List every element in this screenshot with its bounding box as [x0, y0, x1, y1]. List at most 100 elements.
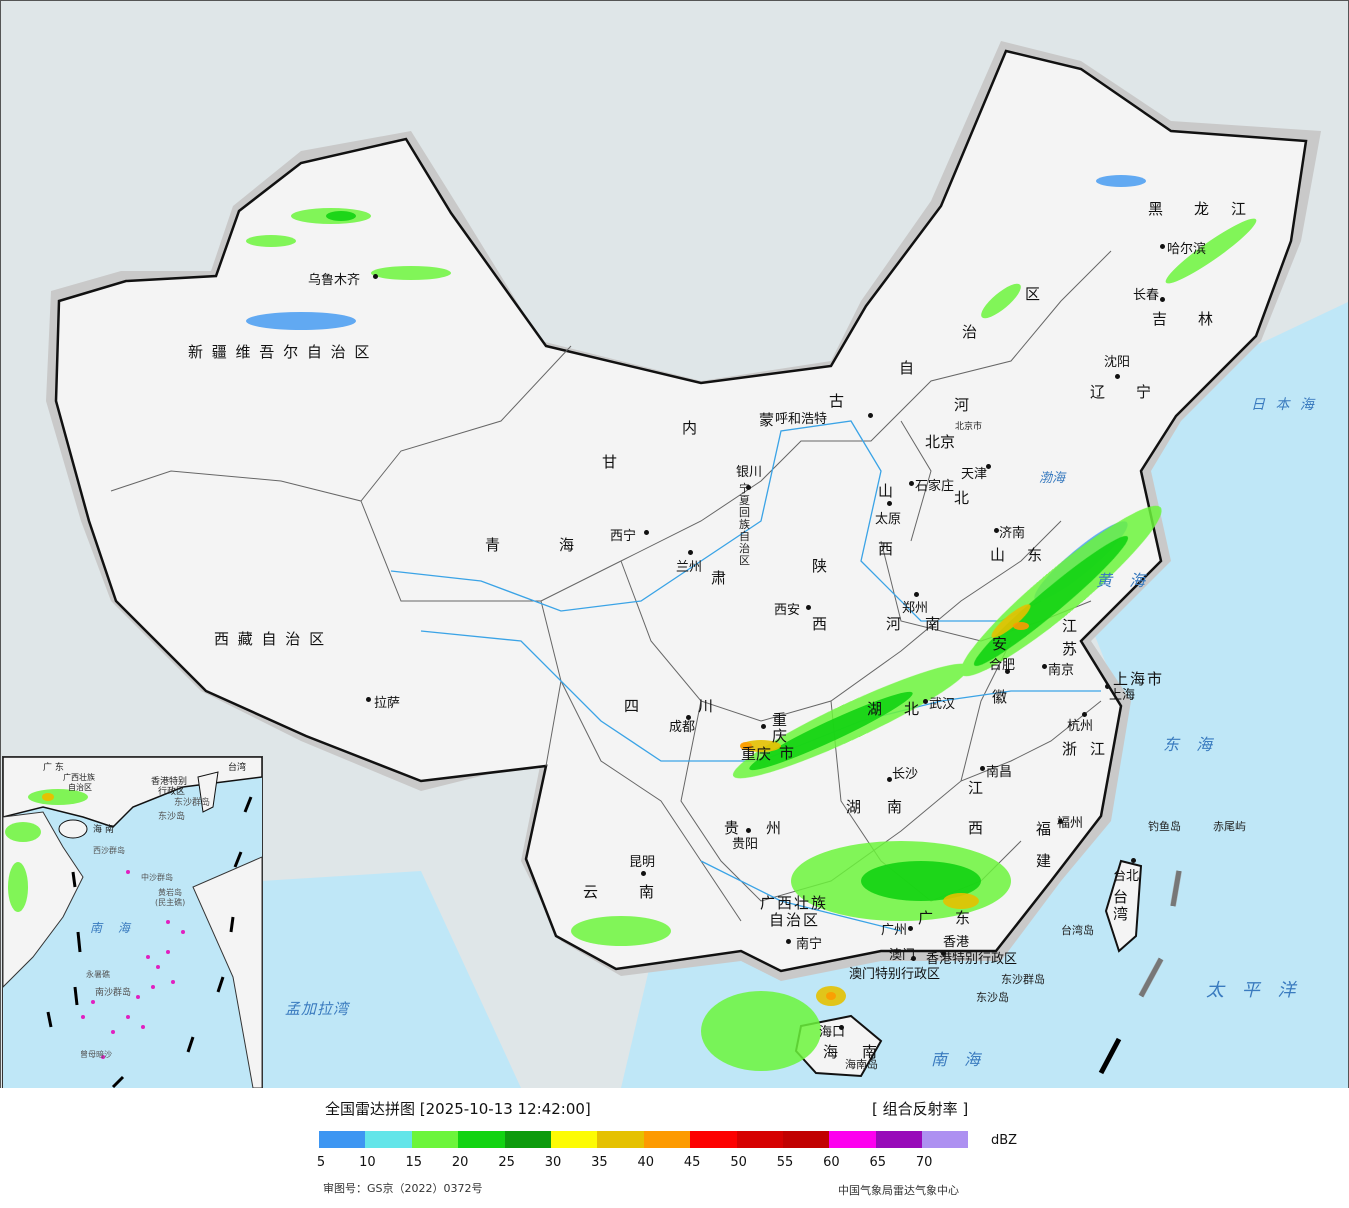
city-marker [746, 485, 751, 490]
province-label: 宁 [1136, 383, 1154, 401]
province-label: 治 [962, 323, 980, 341]
city-marker [366, 697, 371, 702]
province-label: 四 [624, 697, 642, 715]
city-marker [909, 481, 914, 486]
radar-map[interactable]: 新 疆 维 吾 尔 自 治 区 西 藏 自 治 区 青 海 甘 肃 四 川 云 … [0, 0, 1349, 1089]
province-label: 蒙 [759, 411, 777, 429]
province-label: 甘 [602, 453, 620, 471]
city-label: 西安 [774, 603, 801, 618]
province-label: 川 [698, 697, 716, 715]
sea-label: 太 平 洋 [1206, 980, 1302, 1001]
province-label: 江 [968, 779, 986, 797]
city-marker [914, 592, 919, 597]
scale-tick-label: 20 [451, 1155, 469, 1170]
inset-label: 西沙群岛 [93, 846, 125, 855]
city-marker [1042, 664, 1047, 669]
province-label: 肃 [711, 569, 729, 587]
city-label: 银川 [736, 465, 763, 480]
province-label: 北 [904, 700, 922, 718]
product-label: [ 组合反射率 ] [872, 1100, 969, 1118]
city-marker [761, 724, 766, 729]
province-label: 安 [992, 635, 1010, 653]
city-marker [923, 699, 928, 704]
city-marker [887, 777, 892, 782]
city-marker [373, 274, 378, 279]
city-label: 呼和浩特 [775, 412, 828, 427]
island-label: 东沙群岛 [1001, 973, 1045, 986]
city-label: 武汉 [929, 697, 956, 712]
province-label: 浙 [1062, 740, 1080, 758]
color-scale-ticks: 5 10 15 20 25 30 35 40 45 50 55 60 65 70 [317, 1155, 1019, 1173]
color-scale-bar [319, 1131, 969, 1148]
city-label: 重庆 [741, 745, 772, 763]
city-marker [644, 530, 649, 535]
map-approval-number: 审图号：GS京（2022）0372号 [323, 1182, 483, 1195]
inset-label: 南沙群岛 [95, 988, 132, 998]
inset-label: 中沙群岛 [141, 873, 173, 882]
scale-tick-label: 40 [637, 1155, 655, 1170]
color-swatch [643, 1131, 691, 1148]
city-label: 香港 [943, 935, 970, 950]
city-label: 兰州 [676, 560, 703, 575]
province-label: 河 [886, 615, 904, 633]
province-label: 广西壮族 [760, 894, 829, 912]
city-label: 广州 [881, 923, 908, 938]
city-marker [1058, 819, 1063, 824]
province-label: 辽 [1090, 383, 1108, 401]
city-marker [1105, 684, 1110, 689]
city-label: 南京 [1048, 663, 1075, 678]
city-marker [887, 501, 892, 506]
province-label: 江 [1062, 617, 1080, 635]
province-label: 香港特别行政区 [926, 952, 1018, 967]
scale-tick-label: 65 [869, 1155, 887, 1170]
city-label: 太原 [875, 512, 902, 527]
province-label: 南 [925, 615, 943, 633]
province-label: 江 [1231, 200, 1249, 218]
inset-label: 黄岩岛 [158, 888, 182, 897]
scale-tick-label: 10 [359, 1155, 376, 1170]
color-swatch [319, 1131, 366, 1148]
city-marker [986, 464, 991, 469]
city-label: 杭州 [1067, 719, 1094, 734]
province-label: 山 [878, 482, 896, 500]
city-label: 北京市 [955, 422, 983, 432]
city-label: 南宁 [796, 937, 823, 952]
province-label: 湖 [846, 798, 864, 816]
province-label: 自 [899, 359, 917, 377]
color-swatch [504, 1131, 551, 1148]
city-label: 济南 [999, 526, 1026, 541]
city-label: 石家庄 [915, 479, 955, 494]
inset-label: 广 东 [43, 763, 64, 773]
inset-sea-label: 南 海 [90, 921, 136, 935]
city-label: 西宁 [610, 529, 637, 544]
city-marker [908, 926, 913, 931]
city-label: 拉萨 [374, 696, 401, 711]
color-swatch [875, 1131, 923, 1148]
province-label: 建 [1036, 852, 1054, 870]
city-marker [806, 605, 811, 610]
city-label: 成都 [669, 720, 696, 735]
scale-tick-label: 30 [544, 1155, 562, 1170]
inset-label: 行政区 [158, 787, 186, 797]
city-label: 台北 [1113, 869, 1140, 884]
city-label: 郑州 [902, 601, 929, 616]
city-label: 乌鲁木齐 [308, 273, 361, 288]
city-marker [868, 413, 873, 418]
city-marker [1082, 712, 1087, 717]
island-label: 海南岛 [845, 1058, 878, 1071]
sea-label: 日 本 海 [1251, 397, 1317, 413]
city-label: 海口 [819, 1025, 846, 1040]
city-marker [688, 550, 693, 555]
inset-graphic [3, 757, 262, 1088]
city-marker [941, 951, 946, 956]
scale-tick-label: 60 [823, 1155, 840, 1170]
province-label: 北 [954, 489, 972, 507]
province-label: 江 [1090, 740, 1108, 758]
province-label: 新 疆 维 吾 尔 自 治 区 [188, 343, 372, 361]
province-label: 区 [1025, 285, 1043, 303]
color-swatch [458, 1131, 505, 1148]
province-label: 龙 [1194, 200, 1212, 218]
inset-label: 东沙群岛 [174, 798, 211, 808]
color-swatch [922, 1131, 969, 1148]
unit-label: dBZ [991, 1133, 1018, 1148]
